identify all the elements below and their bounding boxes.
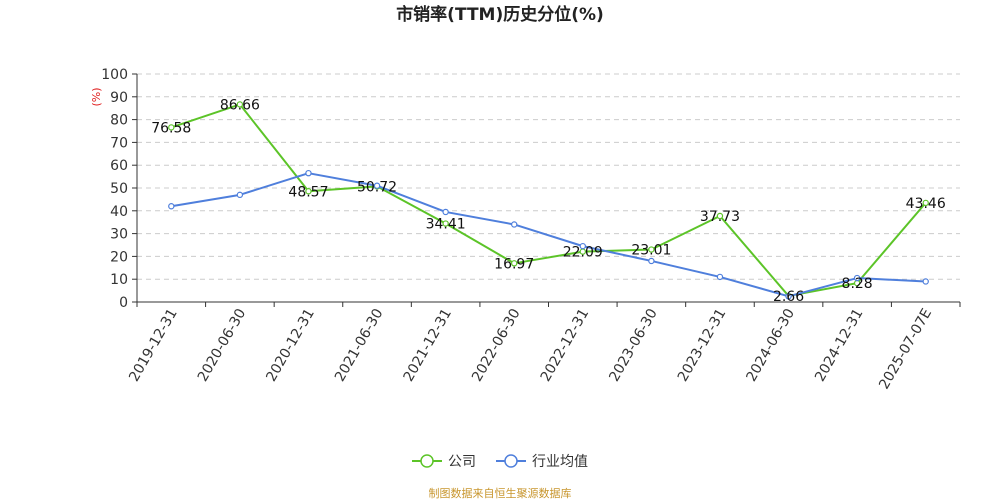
series-layer (168, 101, 929, 300)
data-point (511, 221, 518, 228)
data-label: 16.97 (494, 256, 534, 272)
data-labels: 76.58 86.66 48.57 50.72 34.41 16.97 22.09 23.01… (151, 97, 946, 305)
data-label: 37.73 (700, 209, 740, 225)
data-label: 34.41 (426, 217, 466, 233)
data-point (922, 278, 929, 285)
data-label: 2.66 (773, 289, 804, 305)
data-label: 43.46 (906, 196, 946, 212)
series-line (171, 172, 926, 298)
x-tick-label: 2024-06-30 (743, 306, 798, 384)
x-tick-label: 2020-12-31 (263, 306, 318, 384)
data-point (648, 246, 655, 253)
data-label: 50.72 (357, 179, 397, 195)
data-point (648, 257, 655, 265)
x-tick-label: 2022-06-30 (469, 306, 524, 384)
data-point (716, 273, 724, 281)
legend-label: 行业均值 (532, 454, 588, 470)
legend[interactable]: 公司 行业均值 (412, 454, 588, 470)
data-point (442, 220, 449, 227)
data-point (716, 212, 724, 220)
data-point (168, 124, 175, 131)
x-tick-label: 2021-06-30 (332, 306, 387, 384)
data-label: 8.28 (842, 276, 873, 292)
data-label: 48.57 (288, 184, 328, 200)
data-point (853, 274, 861, 282)
y-tick-label: 20 (110, 249, 128, 265)
data-label: 22.09 (563, 245, 603, 261)
legend-marker (504, 454, 518, 468)
data-point (785, 293, 792, 300)
chart-title: 市销率(TTM)历史分位(%) (396, 4, 604, 25)
legend-item[interactable]: 公司 (412, 454, 476, 470)
data-label: 76.58 (151, 120, 191, 136)
y-tick-label: 80 (110, 113, 128, 129)
x-tick-label: 2021-12-31 (401, 306, 456, 384)
x-tick-label: 2022-12-31 (538, 306, 593, 384)
data-point (168, 203, 175, 210)
data-point (305, 169, 312, 177)
x-tick-label: 2023-12-31 (675, 306, 730, 384)
data-point (442, 208, 449, 216)
legend-marker (420, 454, 434, 468)
y-tick-label: 0 (119, 295, 128, 311)
x-tick-label: 2020-06-30 (195, 306, 250, 384)
x-tick-label: 2019-12-31 (126, 306, 181, 384)
data-point (236, 101, 244, 108)
y-tick-label: 100 (101, 67, 128, 83)
y-tick-label: 60 (110, 158, 128, 174)
grid (137, 73, 960, 280)
data-point (579, 242, 586, 250)
data-label: 86.66 (220, 97, 260, 113)
y-tick-label: 40 (110, 204, 128, 220)
data-point (236, 191, 244, 199)
source-note: 制图数据来自恒生聚源数据库 (429, 486, 572, 500)
y-tick-label: 50 (110, 181, 128, 197)
y-tick-label: 70 (110, 135, 128, 151)
y-tick-label: 30 (110, 227, 128, 243)
legend-label: 公司 (448, 454, 476, 470)
x-tick-label: 2024-12-31 (812, 306, 867, 384)
x-tick-label: 2025-07-07E (876, 306, 935, 392)
data-point (373, 182, 381, 189)
data-point (922, 199, 929, 207)
y-axis-label: (%) (90, 87, 103, 106)
data-point (305, 188, 312, 195)
y-tick-label: 90 (110, 90, 128, 106)
legend-item[interactable]: 行业均值 (496, 454, 588, 470)
data-point (511, 260, 518, 267)
x-tick-label: 2023-06-30 (606, 306, 661, 384)
y-tick-label: 10 (110, 272, 128, 288)
data-label: 23.01 (631, 243, 671, 259)
series-line (170, 103, 927, 297)
